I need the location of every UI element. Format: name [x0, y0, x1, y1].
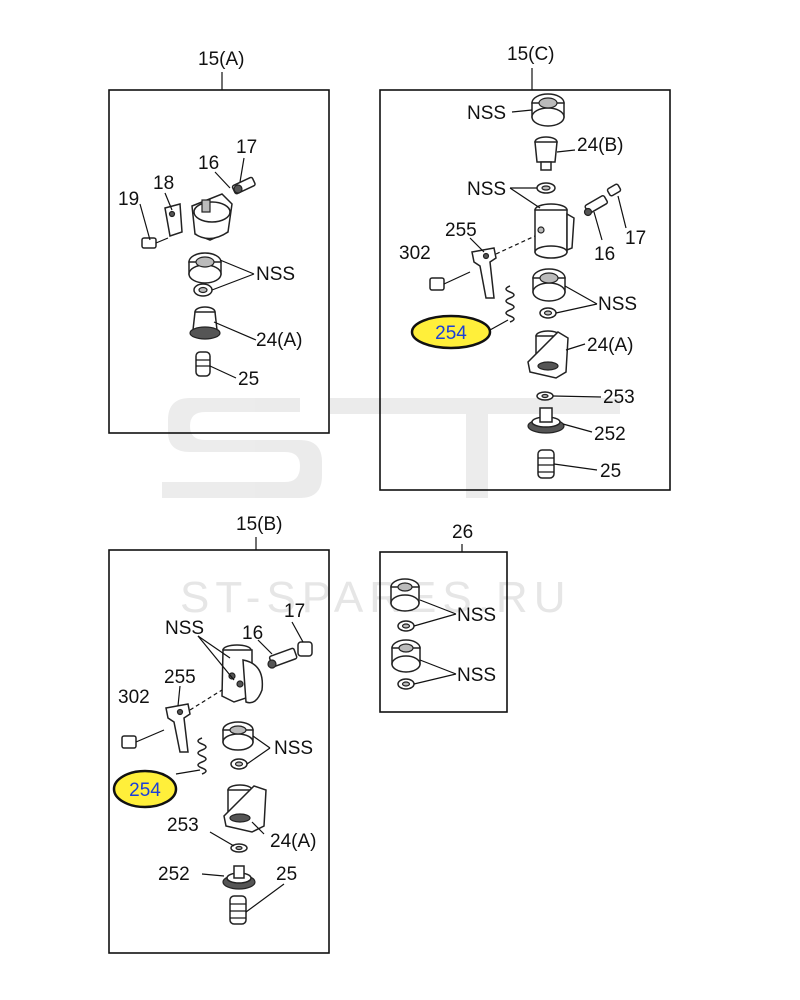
b-part-302-bolt	[121, 729, 165, 749]
b-part-16-screw	[267, 647, 298, 669]
b-part-252-gear	[222, 865, 256, 890]
b-part-17-cap	[297, 641, 313, 657]
b-label-253: 253	[167, 815, 199, 836]
a-label-19: 19	[118, 189, 139, 210]
panel-26: 26 NSS NSS	[379, 522, 508, 713]
b-label-252: 252	[158, 864, 190, 885]
c-label-16: 16	[594, 244, 615, 265]
b-label-nss-low: NSS	[274, 738, 313, 759]
b-label-nss-top: NSS	[165, 618, 204, 639]
c-part-body	[534, 203, 575, 259]
c-label-24b: 24(B)	[577, 135, 623, 156]
c-label-252: 252	[594, 424, 626, 445]
panel-15a-title: 15(A)	[198, 49, 244, 70]
a-part-24a	[189, 306, 221, 340]
a-part-housing	[191, 193, 233, 241]
b-highlight-254: 254	[112, 769, 178, 809]
a-label-16: 16	[198, 153, 219, 174]
panel-15c-frame	[379, 89, 671, 491]
c-label-25: 25	[600, 461, 621, 482]
panel-26-title: 26	[452, 522, 473, 543]
panel-15a-frame	[108, 89, 330, 434]
b-part-nss-ring	[230, 758, 248, 770]
panel-15b-title: 15(B)	[236, 514, 282, 535]
c-label-302: 302	[399, 243, 431, 264]
d-part-ring-2	[397, 678, 415, 690]
b-label-302: 302	[118, 687, 150, 708]
c-part-24b	[534, 136, 558, 171]
b-part-253-washer	[230, 843, 248, 853]
c-part-25-pin	[537, 449, 555, 479]
a-part-17-screw	[231, 176, 256, 195]
c-label-24a: 24(A)	[587, 335, 633, 356]
panel-15b-frame	[108, 549, 330, 954]
a-part-nss-ring	[193, 283, 213, 297]
watermark: ST-SPARES.RU	[162, 398, 620, 622]
a-label-nss: NSS	[256, 264, 295, 285]
c-part-nss-low-ring	[539, 307, 557, 319]
a-part-18-lever	[164, 203, 183, 237]
c-label-17: 17	[625, 228, 646, 249]
b-part-25-pin	[229, 895, 247, 925]
c-part-nss-ring	[536, 182, 556, 194]
b-label-16: 16	[242, 623, 263, 644]
b-part-24a	[223, 784, 267, 833]
d-part-seal-1	[390, 578, 420, 612]
d-part-seal-2	[391, 639, 421, 673]
b-part-255-lever	[165, 689, 223, 753]
c-part-252-gear	[527, 407, 565, 434]
c-label-254: 254	[435, 323, 467, 344]
c-label-253: 253	[603, 387, 635, 408]
a-label-25: 25	[238, 369, 259, 390]
watermark-logo	[162, 398, 620, 498]
c-part-253-washer	[536, 391, 554, 401]
d-label-nss-2: NSS	[457, 665, 496, 686]
a-part-25-pin	[195, 351, 211, 377]
panel-26-frame	[379, 551, 508, 713]
c-part-nss-top-seal	[531, 93, 565, 127]
panel-15b: 15(B)	[108, 514, 330, 954]
c-part-255-lever	[471, 235, 536, 299]
a-label-24a: 24(A)	[256, 330, 302, 351]
b-label-255: 255	[164, 667, 196, 688]
c-label-nss-top: NSS	[467, 103, 506, 124]
c-part-254-spring	[505, 285, 515, 323]
b-part-nss-seal	[222, 721, 254, 751]
c-part-nss-low-seal	[532, 268, 566, 302]
a-part-nss-seal	[188, 252, 222, 284]
a-label-18: 18	[153, 173, 174, 194]
b-label-254: 254	[129, 780, 161, 801]
d-label-nss-1: NSS	[457, 605, 496, 626]
panel-15a: 15(A)	[108, 49, 330, 434]
c-label-255: 255	[445, 220, 477, 241]
c-label-nss-mid: NSS	[467, 179, 506, 200]
a-part-19-bolt	[141, 237, 169, 249]
b-label-17: 17	[284, 601, 305, 622]
b-part-254-spring	[197, 737, 207, 775]
panel-15c-title: 15(C)	[507, 44, 555, 65]
b-label-25: 25	[276, 864, 297, 885]
b-label-24a: 24(A)	[270, 831, 316, 852]
d-part-ring-1	[397, 620, 415, 632]
panel-15c: 15(C)	[379, 44, 671, 491]
c-part-302-bolt	[429, 271, 471, 291]
a-label-17: 17	[236, 137, 257, 158]
b-part-housing	[221, 644, 264, 704]
c-part-24a	[527, 330, 569, 379]
watermark-site-text: ST-SPARES.RU	[180, 573, 571, 622]
c-part-16-17-screw	[583, 183, 622, 217]
c-highlight-254: 254	[410, 314, 492, 350]
c-label-nss-low: NSS	[598, 294, 637, 315]
